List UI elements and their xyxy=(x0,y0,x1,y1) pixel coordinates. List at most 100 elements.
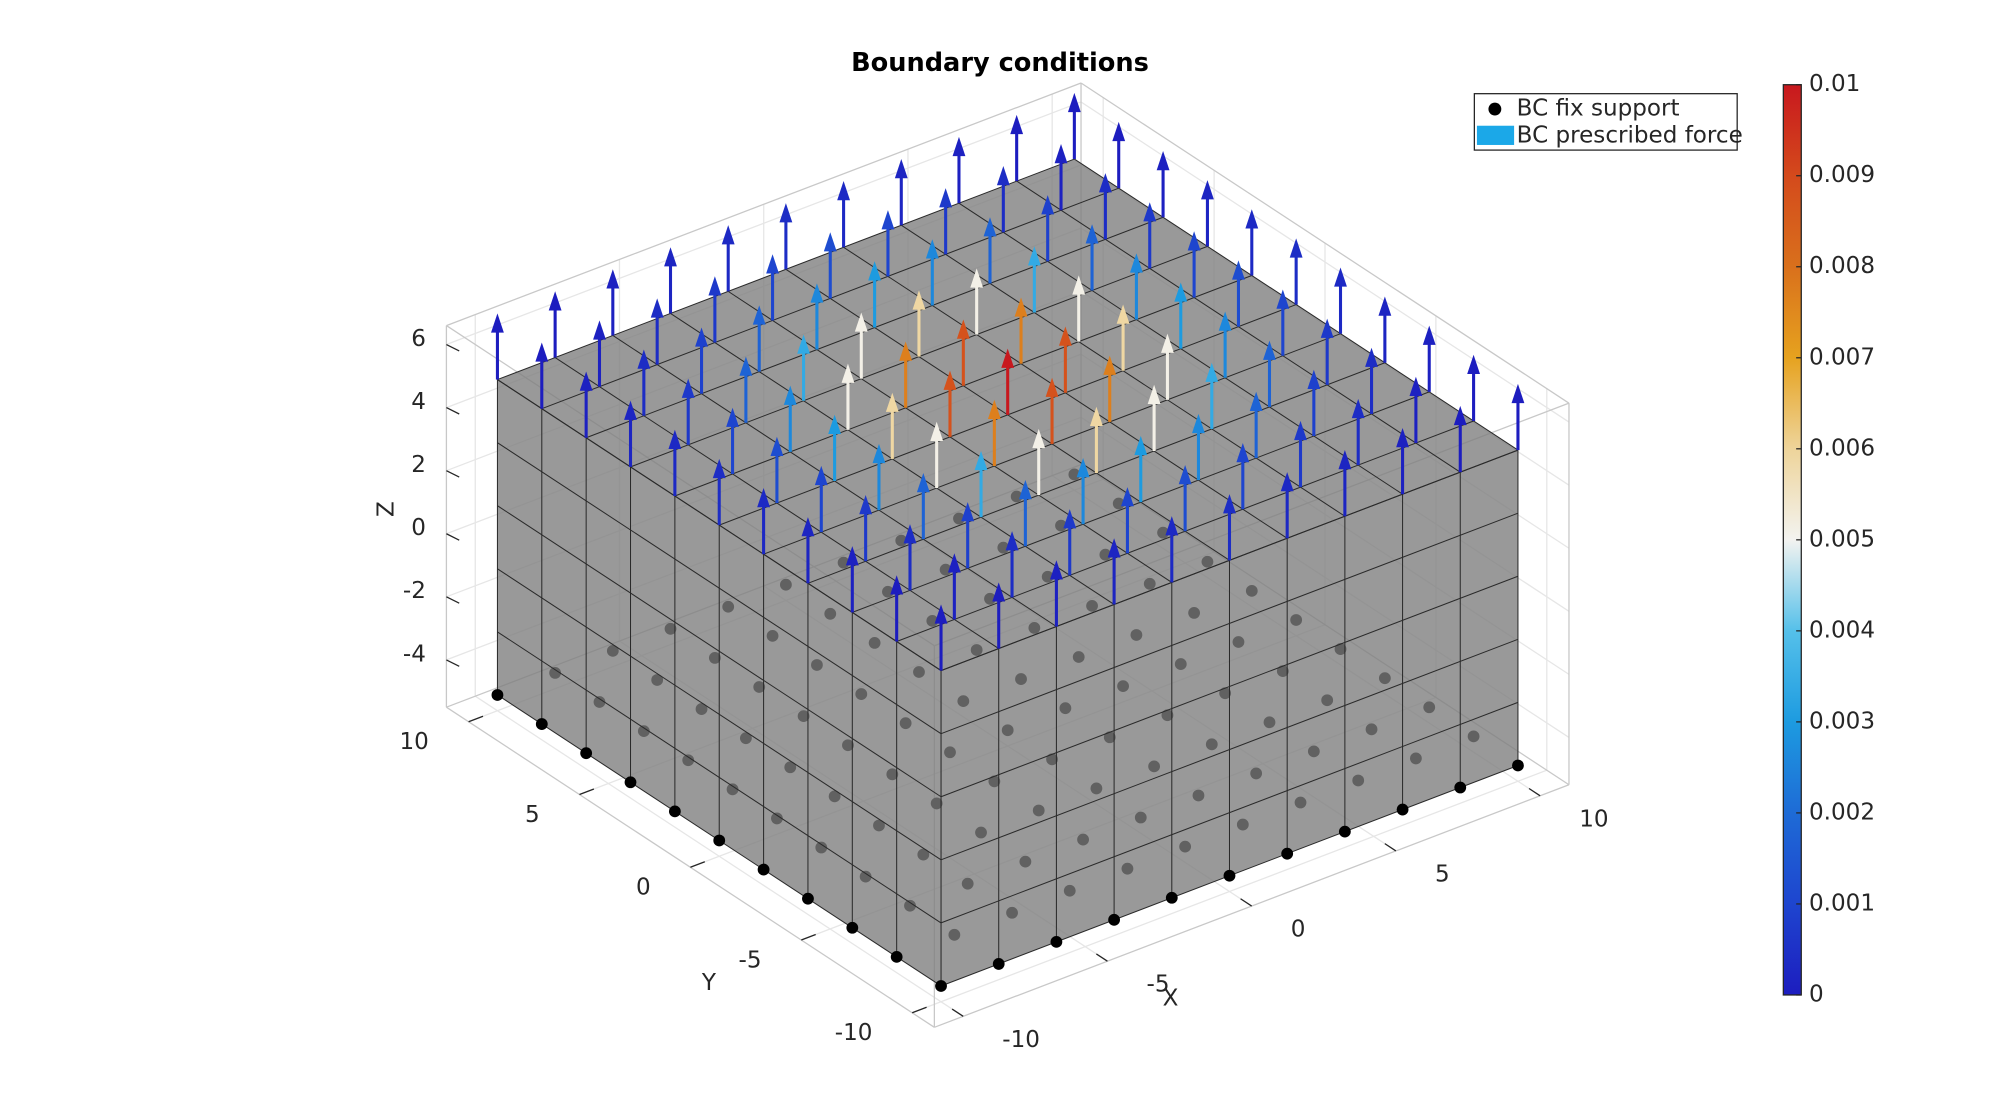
arrow-head xyxy=(930,421,944,442)
force-arrow xyxy=(1334,267,1347,334)
arrow-head xyxy=(1134,435,1148,456)
force-arrow xyxy=(757,487,770,555)
fix-support xyxy=(1223,869,1236,882)
arrow-head xyxy=(624,400,637,420)
mesh-line xyxy=(497,158,1075,381)
arrow-head xyxy=(726,407,739,427)
force-arrow xyxy=(779,203,793,270)
z-tick xyxy=(446,343,460,352)
force-arrow xyxy=(934,604,948,671)
force-arrow xyxy=(996,166,1010,233)
arrow-head xyxy=(974,450,988,471)
force-arrow xyxy=(1338,450,1352,517)
arrow-head xyxy=(961,502,975,522)
colorbar-tick-label: 0.001 xyxy=(1809,890,1875,916)
force-arrow xyxy=(712,458,726,526)
arrow-head xyxy=(770,436,784,457)
fix-support xyxy=(535,718,548,730)
force-arrow xyxy=(1245,209,1259,276)
arrow-head xyxy=(1018,480,1032,500)
force-arrow xyxy=(1263,340,1276,407)
force-arrow xyxy=(983,217,997,284)
arrow-head xyxy=(859,495,873,515)
force-arrow xyxy=(752,305,766,372)
colorbar-tick-label: 0.004 xyxy=(1809,617,1875,643)
arrow-head xyxy=(1121,487,1134,507)
arrow-head xyxy=(1187,231,1201,251)
arrow-head xyxy=(668,429,682,449)
force-arrow xyxy=(1223,494,1236,561)
force-arrow xyxy=(695,327,708,394)
fix-support xyxy=(1050,935,1063,948)
force-arrow xyxy=(1063,509,1077,576)
force-arrow xyxy=(1294,420,1307,488)
z-tick xyxy=(446,533,460,541)
arrow-head xyxy=(1236,442,1250,463)
force-arrow xyxy=(1130,253,1143,320)
colorbar-tick-label: 0.007 xyxy=(1809,344,1875,370)
force-arrow xyxy=(1187,231,1201,298)
arrow-head xyxy=(1174,282,1188,302)
force-arrow xyxy=(1005,531,1019,598)
arrow-head xyxy=(912,290,926,310)
force-arrow xyxy=(1050,560,1063,627)
force-arrow xyxy=(606,269,620,336)
arrow-head xyxy=(1320,318,1334,338)
arrow-head xyxy=(970,268,984,288)
arrow-head xyxy=(779,203,793,223)
fix-support xyxy=(624,776,637,789)
force-arrow xyxy=(797,334,810,401)
force-arrow xyxy=(1320,318,1334,385)
fix-support xyxy=(491,689,504,701)
legend-swatch xyxy=(1476,125,1515,145)
fix-support xyxy=(713,834,726,847)
force-arrow xyxy=(1276,289,1290,356)
arrow-head xyxy=(637,349,651,369)
force-arrow xyxy=(1205,362,1219,429)
fix-support xyxy=(757,863,770,876)
arrow-head xyxy=(1010,114,1024,135)
arrow-head xyxy=(1338,450,1352,470)
arrow-head xyxy=(934,604,948,624)
arrow-head xyxy=(1289,238,1303,258)
force-arrow xyxy=(899,341,913,408)
z-tick-label: 4 xyxy=(411,389,426,415)
arrow-head xyxy=(1161,333,1174,353)
force-arrow xyxy=(1453,405,1467,473)
y-tick xyxy=(801,933,816,941)
force-arrow xyxy=(624,400,637,467)
arrow-head xyxy=(1054,143,1068,164)
y-tick xyxy=(690,861,706,868)
arrow-head xyxy=(1178,465,1192,485)
arrow-head xyxy=(695,327,708,347)
arrow-head xyxy=(593,320,606,340)
z-tick xyxy=(446,407,460,415)
force-arrow xyxy=(1076,457,1090,525)
legend-marker xyxy=(1488,102,1502,116)
force-arrow xyxy=(872,443,886,511)
arrow-head xyxy=(491,313,504,333)
y-axis-label: Y xyxy=(701,970,717,996)
fix-support xyxy=(935,980,947,992)
force-arrow xyxy=(801,517,815,584)
arrow-head xyxy=(1103,355,1117,375)
z-tick xyxy=(446,470,460,478)
x-axis-label: X xyxy=(1163,985,1179,1011)
arrow-head xyxy=(1027,246,1041,266)
z-tick-label: 2 xyxy=(411,452,426,478)
force-arrow xyxy=(726,407,739,474)
force-arrow xyxy=(1032,428,1046,496)
arrow-head xyxy=(1218,311,1232,331)
chart-title: Boundary conditions xyxy=(851,48,1149,78)
axes-box-edge xyxy=(934,784,1570,1028)
force-arrow xyxy=(854,312,868,379)
force-arrow xyxy=(766,254,779,321)
colorbar-tick-label: 0.003 xyxy=(1809,708,1875,734)
arrow-head xyxy=(1280,472,1294,492)
force-arrow xyxy=(1072,275,1086,342)
arrow-head xyxy=(1050,560,1063,580)
arrow-head xyxy=(1249,391,1263,412)
force-arrow xyxy=(664,247,677,314)
arrow-head xyxy=(606,269,620,289)
